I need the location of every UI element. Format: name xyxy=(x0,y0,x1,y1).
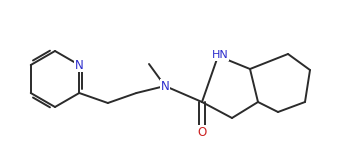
Text: HN: HN xyxy=(212,50,228,60)
Text: N: N xyxy=(75,59,84,71)
Text: O: O xyxy=(197,126,207,138)
Text: N: N xyxy=(161,79,169,93)
